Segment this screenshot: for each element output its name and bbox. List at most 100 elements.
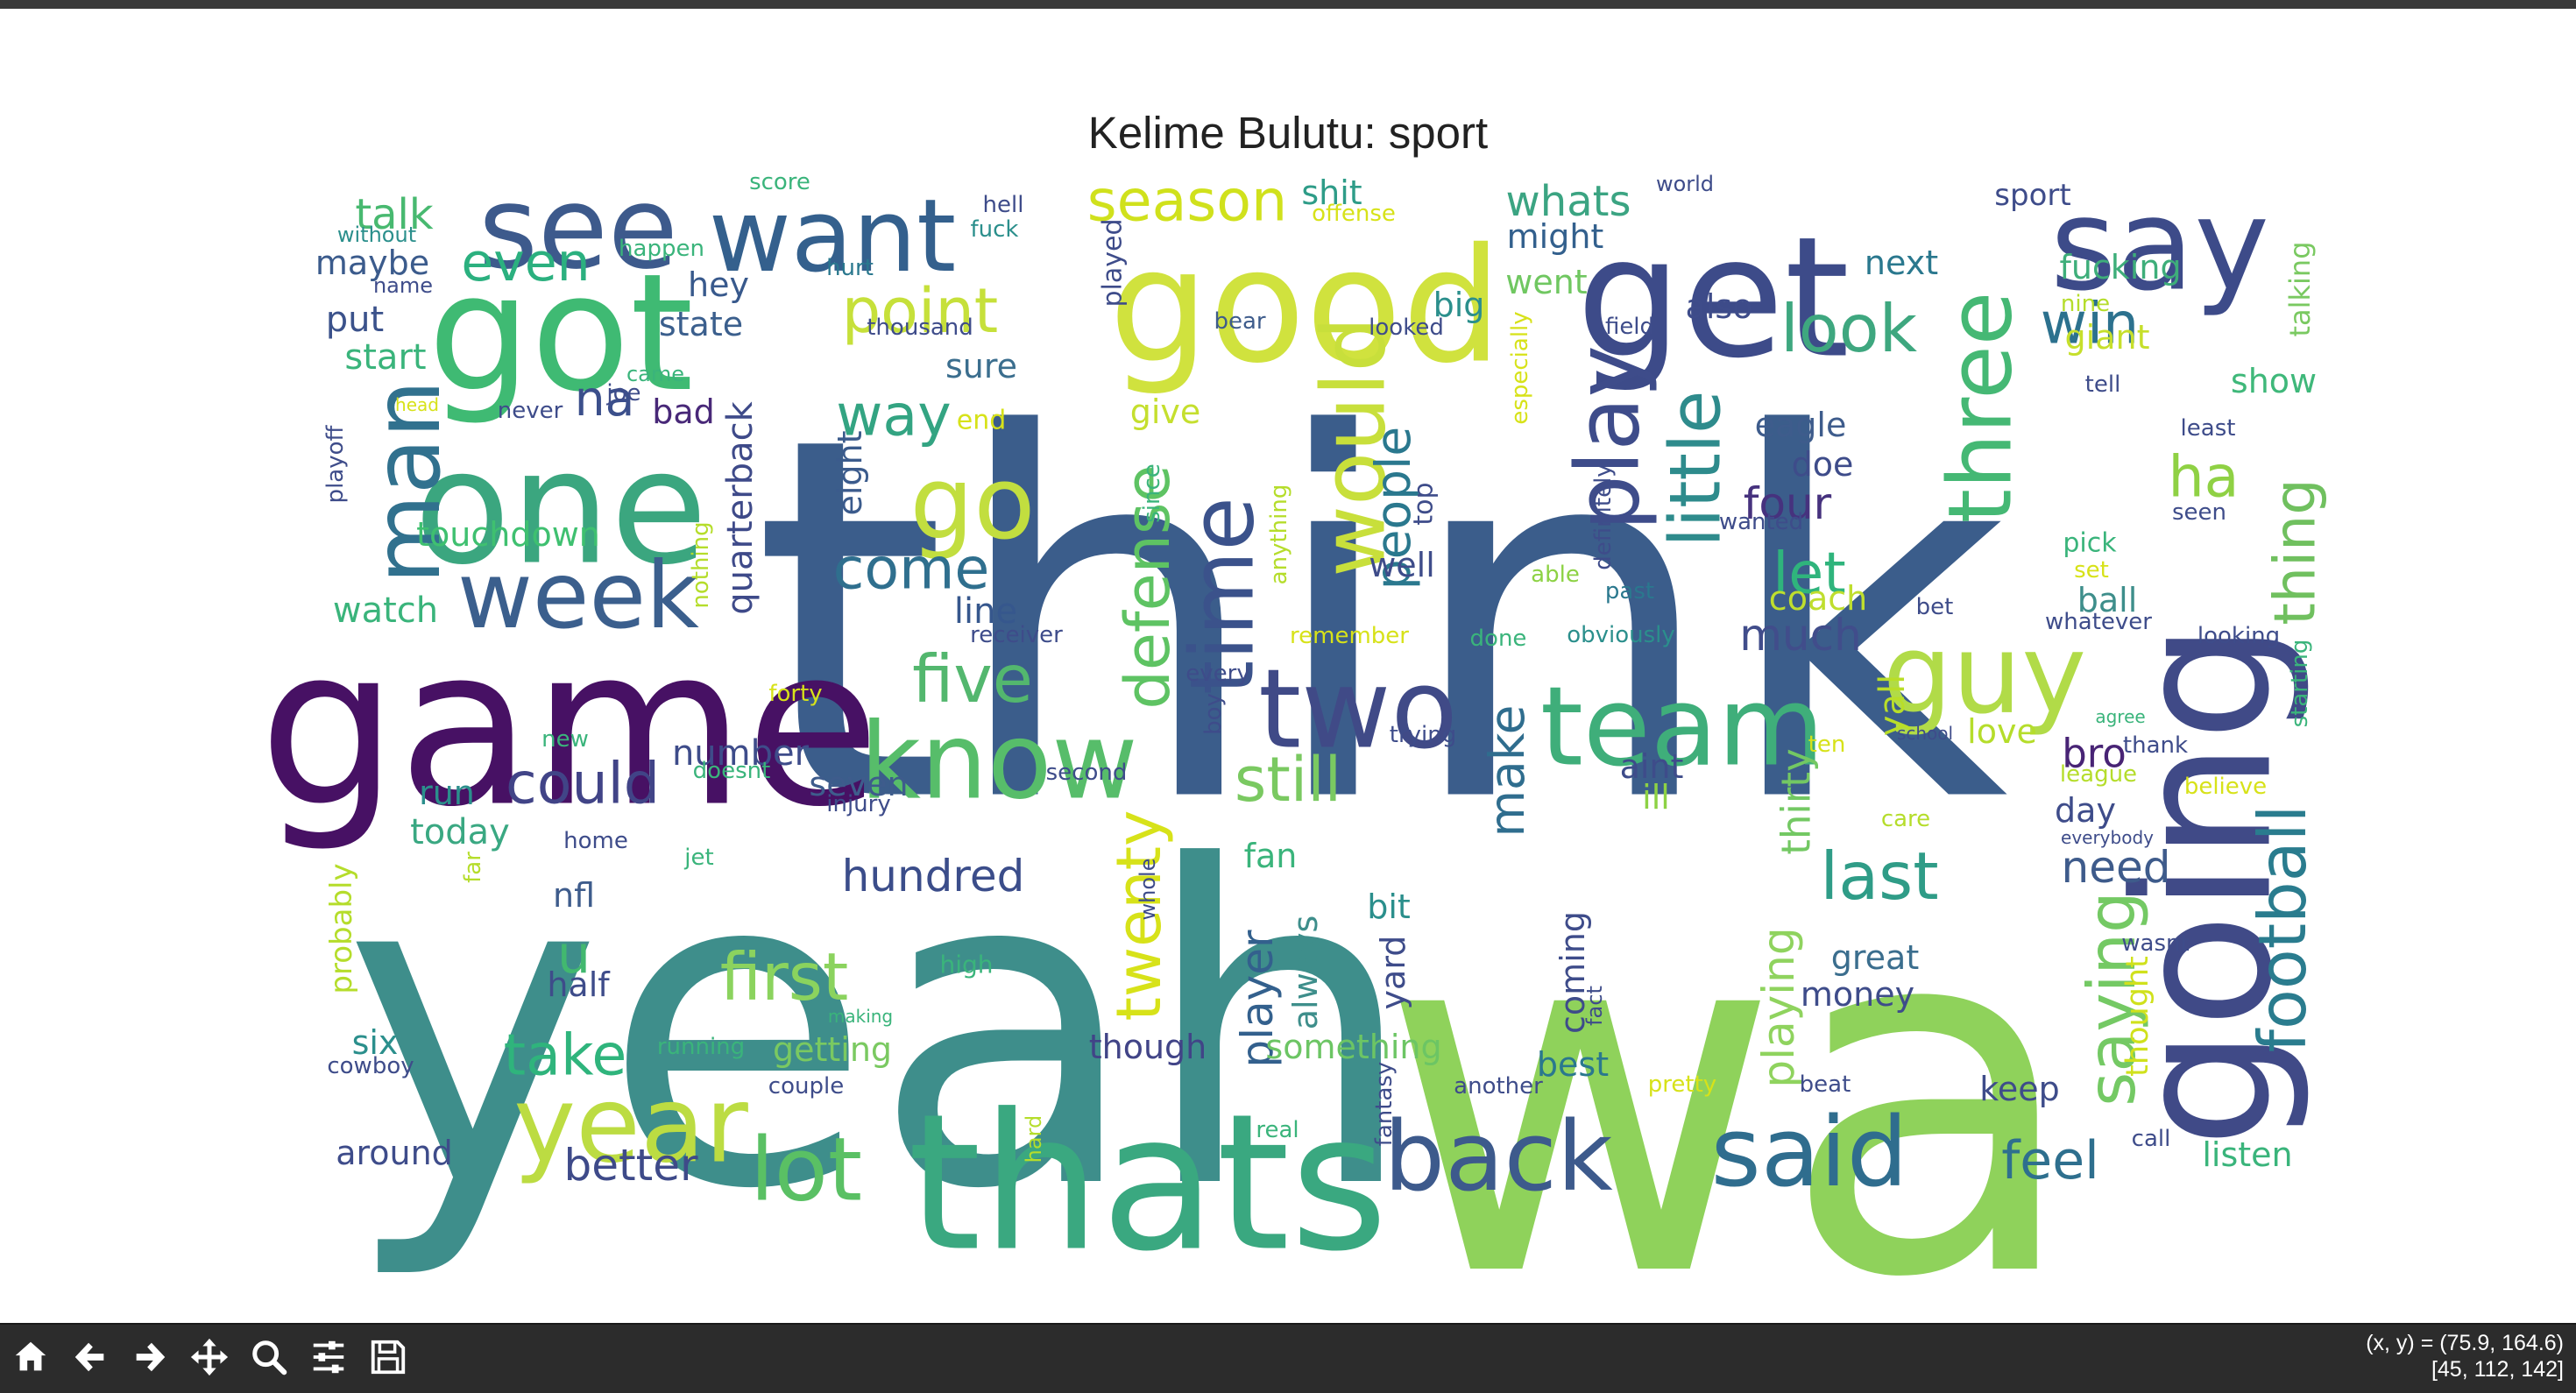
word-thought: thought	[2120, 956, 2155, 1077]
word-name: name	[373, 273, 433, 298]
word-done: done	[1470, 626, 1527, 652]
word-going: going	[2094, 622, 2314, 1149]
word-give: give	[1130, 392, 1201, 431]
word-feel: feel	[2001, 1130, 2099, 1191]
word-half: half	[547, 965, 611, 1004]
word-offense: offense	[1312, 201, 1396, 227]
word-player: player	[1232, 930, 1283, 1068]
save-button[interactable]	[363, 1332, 414, 1382]
word-hurt: hurt	[826, 255, 874, 281]
word-especially: especially	[1507, 311, 1533, 424]
word-got: got	[428, 238, 693, 428]
word-show: show	[2231, 362, 2317, 400]
word-talking: talking	[2283, 241, 2317, 336]
word-wanted: wanted	[1719, 509, 1803, 535]
word-probably: probably	[324, 863, 359, 993]
word-keep: keep	[1979, 1070, 2060, 1108]
word-boy: boy	[1200, 693, 1227, 735]
word-run: run	[419, 774, 475, 812]
word-care: care	[1881, 806, 1930, 832]
word-make: make	[1479, 704, 1535, 837]
word-first: first	[720, 938, 849, 1015]
word-anything: anything	[1266, 484, 1292, 585]
window-top-bar	[0, 0, 2576, 9]
word-new: new	[541, 726, 589, 753]
word-defense: defense	[1112, 464, 1184, 709]
word-know: know	[860, 702, 1137, 824]
word-obviously: obviously	[1567, 622, 1675, 648]
word-state: state	[659, 305, 743, 343]
word-football: football	[2244, 805, 2321, 1053]
word-whole: whole	[1136, 859, 1160, 921]
word-lot: lot	[750, 1119, 862, 1221]
word-ill: ill	[1642, 778, 1670, 817]
word-fact: fact	[1582, 986, 1607, 1026]
back-button[interactable]	[65, 1332, 116, 1382]
word-one: one	[414, 417, 708, 600]
word-shit: shit	[1301, 173, 1362, 212]
word-listen: listen	[2202, 1135, 2292, 1174]
word-four: four	[1744, 478, 1832, 529]
word-nine: nine	[2061, 291, 2110, 317]
word-bet: bet	[1916, 594, 1954, 620]
word-quarterback: quarterback	[720, 400, 761, 614]
word-eagle: eagle	[1755, 406, 1847, 444]
word-yeah: yeah	[343, 774, 1419, 1284]
word-doe: doe	[1792, 445, 1854, 484]
word-cowboy: cowboy	[327, 1053, 414, 1079]
word-always: always	[1286, 916, 1325, 1030]
word-without: without	[337, 223, 416, 247]
word-playing: playing	[1753, 927, 1804, 1087]
word-looked: looked	[1369, 315, 1444, 341]
word-come: come	[833, 537, 990, 603]
word-pick: pick	[2063, 528, 2117, 559]
word-wa: wa	[1379, 814, 2081, 1385]
word-could: could	[506, 752, 660, 817]
configure-subplots-button[interactable]	[303, 1332, 354, 1382]
zoom-button[interactable]	[244, 1332, 294, 1382]
word-running: running	[657, 1034, 745, 1060]
word-get: get	[1576, 202, 1850, 395]
word-whatever: whatever	[2045, 609, 2152, 635]
word-money: money	[1801, 975, 1914, 1014]
word-thats: thats	[908, 1073, 1389, 1293]
word-say: say	[2050, 172, 2269, 320]
word-making: making	[828, 1006, 893, 1027]
forward-button[interactable]	[124, 1332, 175, 1382]
word-little: little	[1655, 391, 1737, 548]
word-back: back	[1384, 1100, 1613, 1213]
word-getting: getting	[773, 1030, 892, 1069]
home-button[interactable]	[5, 1332, 56, 1382]
word-high: high	[939, 951, 993, 979]
word-everybody: everybody	[2061, 827, 2154, 848]
word-pretty: pretty	[1648, 1071, 1716, 1098]
word-hundred: hundred	[842, 851, 1025, 902]
word-still: still	[1235, 744, 1341, 816]
word-looking: looking	[2197, 623, 2280, 649]
word-happen: happen	[619, 236, 704, 262]
word-guy: guy	[1883, 612, 2087, 739]
word-two: two	[1258, 647, 1458, 774]
word-thing: thing	[2263, 478, 2329, 625]
word-though: though	[1089, 1028, 1207, 1066]
word-man: man	[354, 379, 461, 583]
word-might: might	[1507, 217, 1604, 256]
word-yard: yard	[1374, 936, 1412, 1010]
word-starting: starting	[2287, 640, 2313, 728]
word-u: u	[557, 924, 591, 986]
word-wasnt: wasnt	[2121, 930, 2189, 957]
word-way: way	[836, 384, 951, 449]
word-top: top	[1409, 482, 1440, 525]
word-injury: injury	[826, 791, 890, 817]
word-today: today	[410, 812, 510, 852]
pan-button[interactable]	[184, 1332, 235, 1382]
sliders-icon	[313, 1340, 344, 1374]
word-maybe: maybe	[315, 244, 429, 282]
word-let: let	[1773, 541, 1846, 607]
navigation-toolbar: (x, y) = (75.9, 164.6) [45, 112, 142]	[0, 1323, 2576, 1393]
word-agree: agree	[2095, 706, 2145, 727]
word-coming: coming	[1553, 911, 1592, 1034]
word-next: next	[1865, 244, 1938, 282]
word-bear: bear	[1214, 308, 1265, 335]
word-ball: ball	[2077, 581, 2138, 619]
